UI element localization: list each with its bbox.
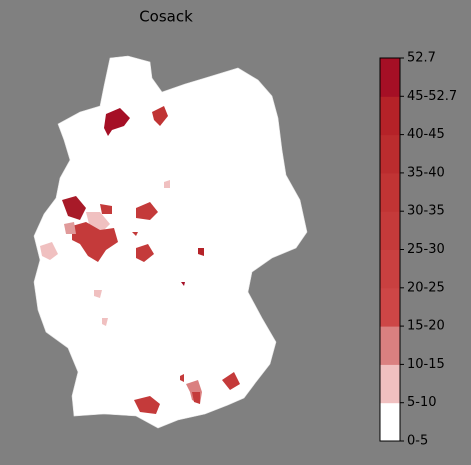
country-shape (33, 55, 308, 429)
region (72, 222, 118, 262)
region (181, 282, 185, 286)
colorbar-label: 40-45 (407, 127, 445, 142)
map-title: Cosack (139, 8, 193, 26)
colorbar-label: 52.7 (407, 51, 436, 66)
colorbar-band (380, 364, 400, 404)
region (198, 248, 204, 256)
colorbar-label: 0-5 (407, 434, 428, 449)
region (132, 232, 138, 236)
colorbar-band (380, 96, 400, 136)
colorbar: 0-5 5-10 10-15 15-20 20-25 25-30 30-35 35-40 40-… (379, 51, 457, 449)
colorbar-band (380, 402, 400, 442)
colorbar-band (380, 287, 400, 327)
colorbar-band (380, 249, 400, 289)
region (104, 108, 130, 136)
regions (40, 106, 240, 414)
region (100, 204, 112, 214)
colorbar-label: 20-25 (407, 280, 445, 295)
region (40, 242, 58, 260)
region (164, 180, 170, 188)
region (64, 222, 76, 234)
colorbar-label: 10-15 (407, 357, 445, 372)
colorbar-band (380, 211, 400, 250)
colorbar-label: 45-52.7 (407, 89, 457, 104)
region (152, 106, 168, 126)
region (62, 196, 86, 220)
region (102, 318, 108, 326)
colorbar-label: 5-10 (407, 395, 437, 410)
region (222, 372, 240, 390)
colorbar-label: 35-40 (407, 165, 445, 180)
colorbar-band (380, 326, 400, 365)
region (136, 202, 158, 220)
colorbar-band (380, 58, 400, 97)
colorbar-label: 25-30 (407, 242, 445, 257)
colorbar-label: 15-20 (407, 319, 445, 334)
region (136, 244, 154, 262)
region (180, 374, 184, 382)
colorbar-label: 30-35 (407, 204, 445, 219)
region (134, 396, 160, 414)
colorbar-band (380, 134, 400, 174)
colorbar-band (380, 172, 400, 212)
region (192, 392, 200, 404)
region (94, 290, 102, 298)
